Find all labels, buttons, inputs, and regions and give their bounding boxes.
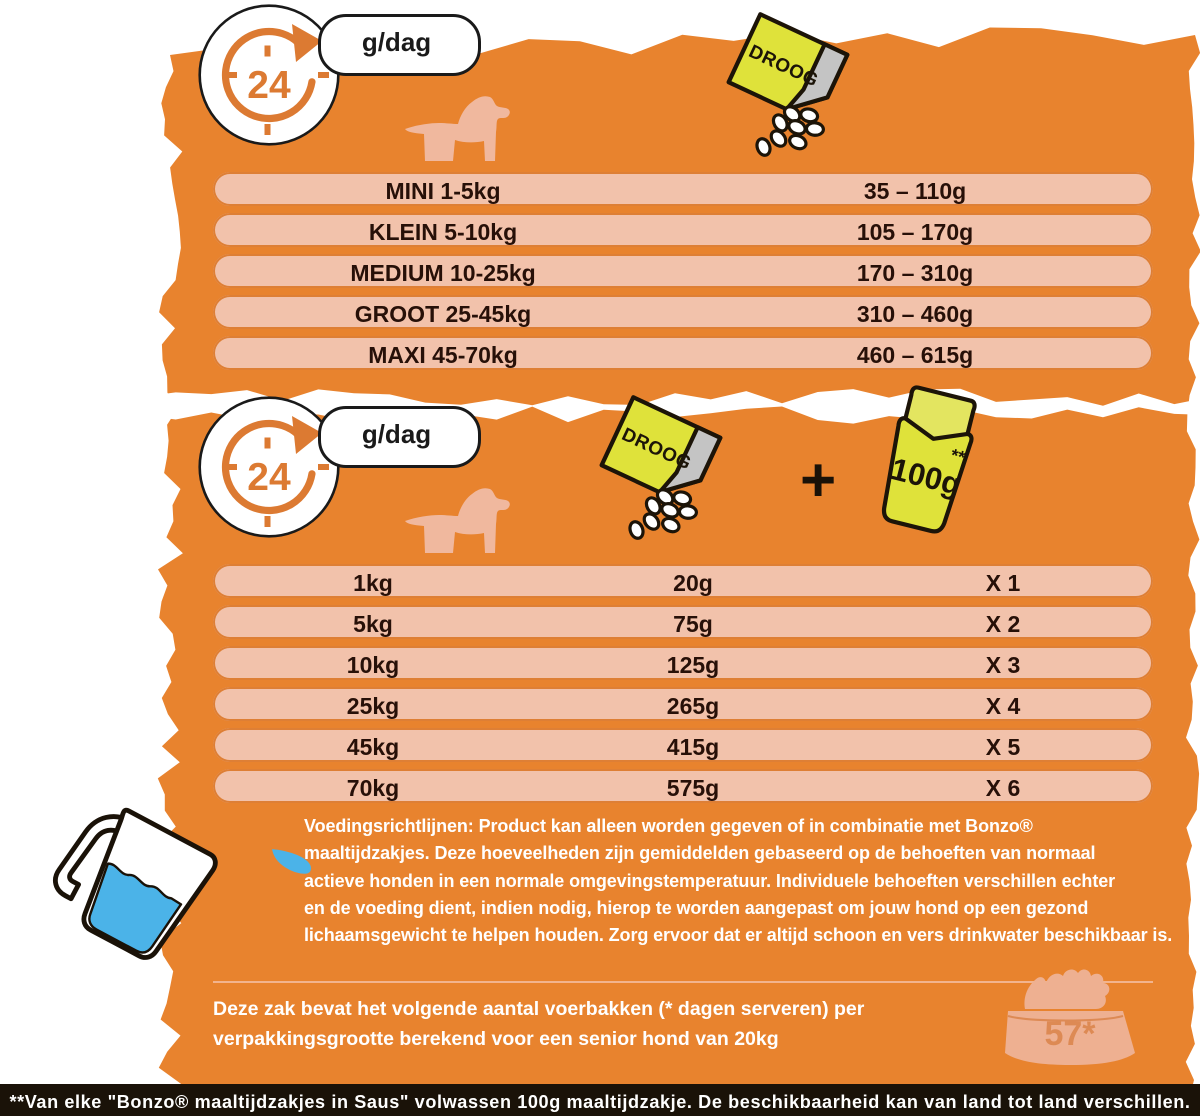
svg-text:24: 24 — [247, 456, 291, 499]
svg-text:24: 24 — [247, 64, 291, 107]
svg-text:57*: 57* — [1044, 1015, 1096, 1053]
